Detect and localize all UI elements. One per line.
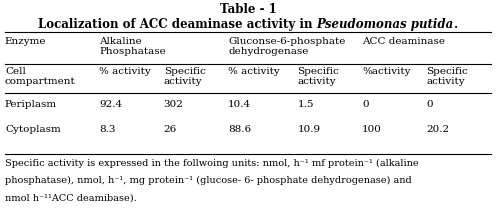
Text: Specific
activity: Specific activity xyxy=(427,67,468,86)
Text: Enzyme: Enzyme xyxy=(5,37,47,46)
Text: Cell
compartment: Cell compartment xyxy=(5,67,76,86)
Text: 302: 302 xyxy=(164,100,184,109)
Text: 0: 0 xyxy=(362,100,369,109)
Text: Specific activity is expressed in the follwoing units: nmol, h⁻¹ mf protein⁻¹ (a: Specific activity is expressed in the fo… xyxy=(5,159,419,168)
Text: Cytoplasm: Cytoplasm xyxy=(5,125,61,134)
Text: .: . xyxy=(454,18,458,31)
Text: nmol h⁻¹¹ACC deamibase).: nmol h⁻¹¹ACC deamibase). xyxy=(5,193,137,202)
Text: Gluconse-6-phosphate
dehydrogenase: Gluconse-6-phosphate dehydrogenase xyxy=(228,37,346,56)
Text: ACC deaminase: ACC deaminase xyxy=(362,37,445,46)
Text: Specific
activity: Specific activity xyxy=(164,67,205,86)
Text: Table - 1: Table - 1 xyxy=(220,3,276,16)
Text: % activity: % activity xyxy=(99,67,151,76)
Text: 8.3: 8.3 xyxy=(99,125,116,134)
Text: %activity: %activity xyxy=(362,67,411,76)
Text: 100: 100 xyxy=(362,125,382,134)
Text: 10.4: 10.4 xyxy=(228,100,251,109)
Text: 92.4: 92.4 xyxy=(99,100,123,109)
Text: 1.5: 1.5 xyxy=(298,100,314,109)
Text: phosphatase), nmol, h⁻¹, mg protein⁻¹ (glucose- 6- phosphate dehydrogenase) and: phosphatase), nmol, h⁻¹, mg protein⁻¹ (g… xyxy=(5,176,412,185)
Text: 26: 26 xyxy=(164,125,177,134)
Text: Localization of ACC deaminase activity in: Localization of ACC deaminase activity i… xyxy=(38,18,316,31)
Text: % activity: % activity xyxy=(228,67,280,76)
Text: Pseudomonas putida: Pseudomonas putida xyxy=(316,18,454,31)
Text: 88.6: 88.6 xyxy=(228,125,251,134)
Text: Alkaline
Phosphatase: Alkaline Phosphatase xyxy=(99,37,166,56)
Text: Periplasm: Periplasm xyxy=(5,100,57,109)
Text: Specific
activity: Specific activity xyxy=(298,67,339,86)
Text: 20.2: 20.2 xyxy=(427,125,450,134)
Text: 0: 0 xyxy=(427,100,433,109)
Text: 10.9: 10.9 xyxy=(298,125,321,134)
